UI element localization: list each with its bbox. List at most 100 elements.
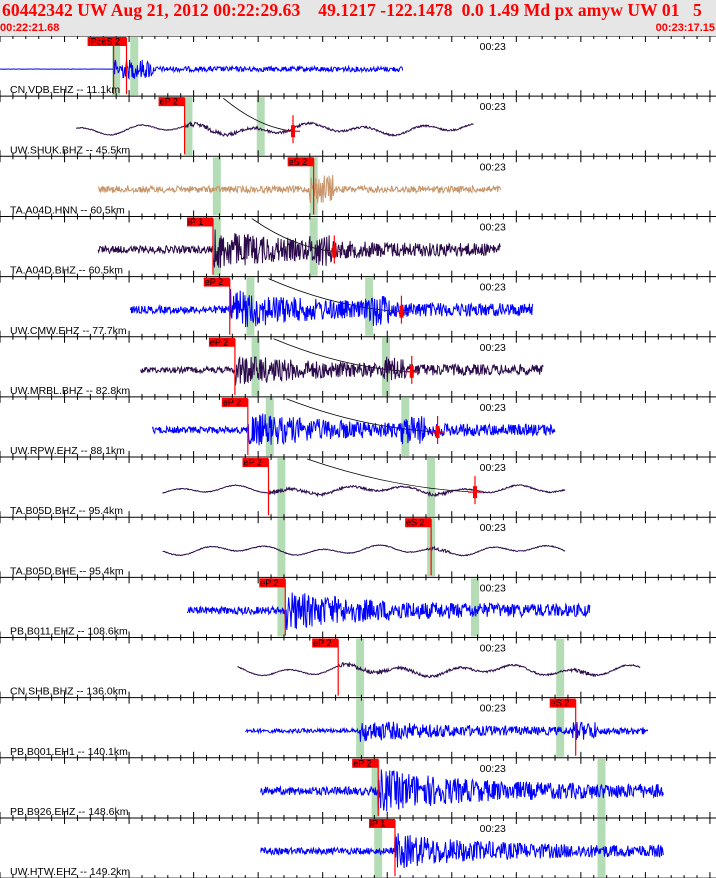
event-title: 60442342 UW Aug 21, 2012 00:22:29.63 49.… bbox=[2, 0, 702, 20]
phase-window-band bbox=[309, 217, 318, 276]
station-label: TA.B05D.BHE -- 95.4km bbox=[10, 565, 124, 577]
phase-pick-flag[interactable] bbox=[242, 458, 269, 468]
travel-time-curve bbox=[307, 458, 476, 493]
phase-pick-flag[interactable] bbox=[221, 397, 248, 407]
phase-pick-label: eP 2 bbox=[210, 337, 228, 347]
waveform-trace bbox=[237, 661, 641, 679]
window-start-time: 00:22:21.68 bbox=[0, 22, 60, 34]
phase-window-band bbox=[251, 337, 260, 396]
station-label: PB.B001.EH1 -- 140.1km bbox=[10, 746, 128, 758]
phase-pick-flag[interactable] bbox=[186, 217, 213, 227]
residual-marker bbox=[332, 245, 337, 258]
phase-window-band bbox=[556, 638, 565, 697]
phase-pick-flag[interactable] bbox=[203, 277, 230, 287]
phase-pick-label: eP 2 bbox=[353, 758, 371, 768]
waveform-trace bbox=[186, 592, 591, 631]
station-label: UW.HTW.EHZ -- 149.2km bbox=[10, 866, 130, 878]
station-label: UW.SHUK.BHZ -- 45.5km bbox=[10, 144, 130, 156]
phase-pick-flag[interactable] bbox=[352, 758, 379, 768]
waveform-trace bbox=[162, 484, 566, 498]
minute-label: 00:23 bbox=[480, 643, 506, 655]
minute-label: 00:23 bbox=[480, 161, 506, 173]
phase-pick-flag[interactable] bbox=[287, 157, 314, 167]
phase-window-band bbox=[356, 698, 365, 757]
phase-pick-flag[interactable] bbox=[405, 518, 432, 528]
station-label: CN.VDB.EHZ -- 11.1km bbox=[10, 84, 120, 96]
phase-pick-label: eP 2 bbox=[313, 638, 331, 648]
waveform-trace bbox=[97, 229, 501, 268]
station-label: TA.B05D.BHZ -- 95.4km bbox=[10, 505, 123, 517]
phase-pick-label: eS 2 bbox=[551, 698, 570, 708]
phase-pick-label: eP 2 bbox=[160, 97, 178, 107]
phase-pick-flag[interactable] bbox=[259, 578, 286, 588]
waveform-trace bbox=[151, 413, 556, 446]
phase-window-band bbox=[277, 458, 286, 517]
phase-window-band bbox=[212, 217, 221, 276]
phase-pick-flag[interactable] bbox=[208, 337, 235, 347]
phase-pick-flag[interactable] bbox=[549, 698, 576, 708]
waveform-trace bbox=[244, 721, 649, 742]
minute-label: 00:23 bbox=[480, 462, 506, 474]
minute-label: 00:23 bbox=[480, 703, 506, 715]
phase-window-band bbox=[277, 578, 286, 637]
phase-window-band bbox=[130, 37, 139, 96]
waveform-trace bbox=[75, 121, 474, 138]
minute-label: 00:23 bbox=[480, 41, 506, 53]
residual-marker bbox=[473, 486, 478, 499]
phase-pick-label: eP 2 bbox=[223, 397, 241, 407]
station-label: PB.B926.EHZ -- 148.6km bbox=[10, 806, 129, 818]
waveform-trace bbox=[97, 174, 502, 204]
phase-pick-label: iPc bbox=[89, 37, 102, 47]
phase-pick-label: eP 2 bbox=[260, 578, 278, 588]
station-label: TA.A04D.HNN -- 60.5km bbox=[10, 204, 125, 216]
minute-label: 00:23 bbox=[480, 582, 506, 594]
phase-window-band bbox=[212, 157, 221, 216]
phase-window-band bbox=[277, 518, 286, 577]
phase-pick-label: eS 2 bbox=[101, 37, 120, 47]
phase-window-band bbox=[246, 277, 255, 336]
phase-window-band bbox=[401, 397, 410, 457]
phase-pick-label: eP 2 bbox=[243, 458, 261, 468]
phase-window-band bbox=[597, 818, 606, 878]
residual-marker bbox=[409, 365, 414, 378]
travel-time-curve bbox=[223, 97, 294, 132]
station-label: TA.A04D.BHZ -- 60.5km bbox=[10, 265, 123, 277]
waveform-trace bbox=[260, 833, 664, 869]
station-label: PB.B011.EHZ -- 108.6km bbox=[10, 626, 128, 638]
phase-window-band bbox=[427, 458, 436, 517]
phase-pick-label: eS 2 bbox=[406, 518, 425, 528]
travel-time-curve bbox=[273, 338, 412, 373]
minute-label: 00:23 bbox=[480, 763, 506, 775]
waveform-trace bbox=[260, 769, 664, 812]
minute-label: 00:23 bbox=[480, 402, 506, 414]
phase-pick-label: iP 1 bbox=[370, 818, 385, 828]
station-label: UW.CMW.EHZ -- 77.7km bbox=[10, 325, 127, 337]
phase-pick-label: iP 1 bbox=[188, 217, 203, 227]
window-end-time: 00:23:17.15 bbox=[655, 22, 715, 34]
minute-label: 00:23 bbox=[480, 101, 506, 113]
minute-label: 00:23 bbox=[480, 282, 506, 294]
phase-pick-flag[interactable] bbox=[312, 638, 339, 648]
residual-marker bbox=[435, 425, 440, 438]
travel-time-curve bbox=[268, 278, 402, 313]
station-label: UW.MRBL.BHZ -- 82.8km bbox=[10, 385, 130, 397]
residual-marker bbox=[399, 305, 404, 318]
phase-window-band bbox=[374, 818, 383, 878]
minute-label: 00:23 bbox=[480, 522, 506, 534]
minute-label: 00:23 bbox=[480, 823, 506, 835]
waveform-trace bbox=[129, 288, 534, 328]
header-bar: 60442342 UW Aug 21, 2012 00:22:29.63 49.… bbox=[0, 0, 716, 36]
phase-pick-flag[interactable] bbox=[368, 818, 395, 828]
waveform-trace bbox=[0, 59, 404, 80]
waveform-trace bbox=[162, 544, 566, 557]
minute-label: 00:23 bbox=[480, 221, 506, 233]
phase-pick-flag[interactable] bbox=[158, 97, 185, 107]
minute-label: 00:23 bbox=[480, 342, 506, 354]
station-label: CN.SHB.BHZ -- 136.0km bbox=[10, 686, 127, 698]
phase-pick-label: eP 2 bbox=[205, 277, 223, 287]
waveform-trace bbox=[140, 355, 544, 386]
station-label: UW.RPW.EHZ -- 88.1km bbox=[10, 445, 125, 457]
phase-pick-flag[interactable] bbox=[100, 37, 127, 46]
phase-window-band bbox=[256, 97, 265, 156]
